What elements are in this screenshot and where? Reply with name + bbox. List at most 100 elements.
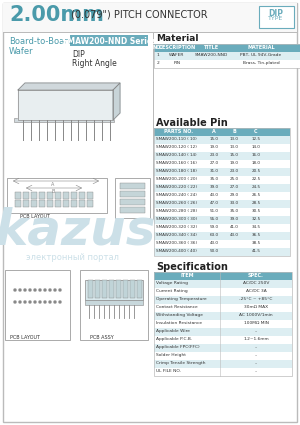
Bar	[154, 328, 292, 336]
Bar	[34, 289, 36, 291]
Text: 47.0: 47.0	[209, 201, 218, 205]
Bar	[7, 178, 107, 213]
Text: –: –	[255, 345, 257, 349]
Bar	[23, 200, 29, 207]
Text: 20.5: 20.5	[251, 169, 261, 173]
Text: 100MΩ MIN: 100MΩ MIN	[244, 321, 268, 325]
Text: SMAW200-300 ( 30): SMAW200-300 ( 30)	[156, 217, 197, 221]
Bar	[154, 352, 292, 360]
Text: Withstanding Voltage: Withstanding Voltage	[156, 313, 203, 317]
Bar	[154, 152, 290, 160]
Text: 13.0: 13.0	[230, 145, 239, 149]
Text: AC 1000V/1min: AC 1000V/1min	[239, 313, 273, 317]
Text: Operating Temperature: Operating Temperature	[156, 297, 207, 301]
Text: TYPE: TYPE	[268, 16, 284, 21]
Bar	[3, 3, 297, 32]
Bar	[120, 199, 145, 205]
Bar	[130, 280, 135, 298]
Text: DIP: DIP	[268, 9, 284, 18]
Bar	[5, 270, 70, 340]
Text: C: C	[117, 220, 120, 225]
Bar	[154, 272, 292, 280]
Text: 2.00mm: 2.00mm	[9, 5, 104, 25]
Bar	[115, 178, 150, 218]
Bar	[137, 280, 142, 298]
Bar	[53, 93, 58, 116]
Text: PBT, UL 94V-Grade: PBT, UL 94V-Grade	[240, 53, 282, 57]
Text: 15.0: 15.0	[209, 137, 218, 141]
Bar	[29, 289, 31, 291]
Text: SMAW200-340 ( 34): SMAW200-340 ( 34)	[156, 233, 197, 237]
Text: Voltage Rating: Voltage Rating	[156, 281, 188, 285]
Text: 30.5: 30.5	[251, 209, 261, 213]
Bar	[63, 192, 69, 199]
Bar	[63, 200, 69, 207]
Bar	[120, 183, 145, 189]
Text: Board-to-Board: Board-to-Board	[9, 37, 73, 46]
Text: 43.0: 43.0	[209, 193, 218, 197]
Bar	[88, 280, 93, 298]
Bar	[95, 280, 100, 298]
Text: –: –	[255, 361, 257, 365]
Text: 43.0: 43.0	[209, 241, 218, 245]
Bar	[59, 301, 61, 303]
Bar	[100, 93, 105, 116]
Bar	[15, 200, 21, 207]
Text: DESCRIPTION: DESCRIPTION	[158, 45, 196, 50]
Text: SMAW200-360 ( 36): SMAW200-360 ( 36)	[156, 241, 197, 245]
Bar	[154, 296, 292, 304]
Text: электронный портал: электронный портал	[26, 253, 119, 263]
Text: 41.0: 41.0	[230, 225, 239, 229]
Bar	[19, 289, 21, 291]
Bar	[108, 93, 113, 116]
Bar	[154, 208, 290, 216]
Text: Applicable FPC(FFC): Applicable FPC(FFC)	[156, 345, 200, 349]
Bar	[47, 200, 53, 207]
Bar	[154, 320, 292, 328]
Text: PCB LAYOUT: PCB LAYOUT	[10, 335, 40, 340]
Bar	[31, 192, 37, 199]
Bar	[80, 270, 148, 340]
Text: 27.0: 27.0	[230, 185, 239, 189]
Text: 29.0: 29.0	[230, 193, 239, 197]
Bar	[70, 35, 148, 46]
Text: SMAW200-260 ( 26): SMAW200-260 ( 26)	[156, 201, 197, 205]
Text: SMAW200-200 ( 20): SMAW200-200 ( 20)	[156, 177, 197, 181]
Bar	[55, 192, 61, 199]
Text: TITLE: TITLE	[203, 45, 219, 50]
Bar	[102, 280, 107, 298]
Text: –: –	[255, 369, 257, 373]
Text: SMAW200-110 ( 10): SMAW200-110 ( 10)	[156, 137, 197, 141]
Text: A: A	[51, 182, 55, 187]
Bar	[154, 128, 290, 256]
Text: 31.0: 31.0	[209, 169, 218, 173]
Bar	[31, 200, 37, 207]
Text: 19.0: 19.0	[230, 161, 239, 165]
Text: SPEC.: SPEC.	[248, 273, 264, 278]
Text: SMAW200-180 ( 18): SMAW200-180 ( 18)	[156, 169, 197, 173]
Bar	[79, 200, 85, 207]
Text: 1: 1	[157, 53, 159, 57]
Bar	[39, 192, 45, 199]
Bar	[154, 216, 290, 224]
Text: Current Rating: Current Rating	[156, 289, 188, 293]
Polygon shape	[18, 83, 120, 90]
Text: 15.0: 15.0	[230, 153, 239, 157]
Text: 13.0: 13.0	[230, 137, 239, 141]
Bar	[154, 368, 292, 376]
Text: 43.0: 43.0	[230, 233, 239, 237]
Text: SMAW200-280 ( 28): SMAW200-280 ( 28)	[156, 209, 197, 213]
Bar	[154, 224, 290, 232]
Bar	[154, 128, 290, 136]
Text: AC/DC 250V: AC/DC 250V	[243, 281, 269, 285]
Polygon shape	[113, 83, 120, 120]
Text: –: –	[255, 353, 257, 357]
Bar	[154, 168, 290, 176]
Text: AC/DC 3A: AC/DC 3A	[246, 289, 266, 293]
Bar	[154, 176, 290, 184]
Text: 25.0: 25.0	[230, 177, 239, 181]
Text: 19.0: 19.0	[209, 145, 218, 149]
Bar	[87, 192, 93, 199]
Bar	[21, 93, 26, 116]
Bar	[87, 200, 93, 207]
